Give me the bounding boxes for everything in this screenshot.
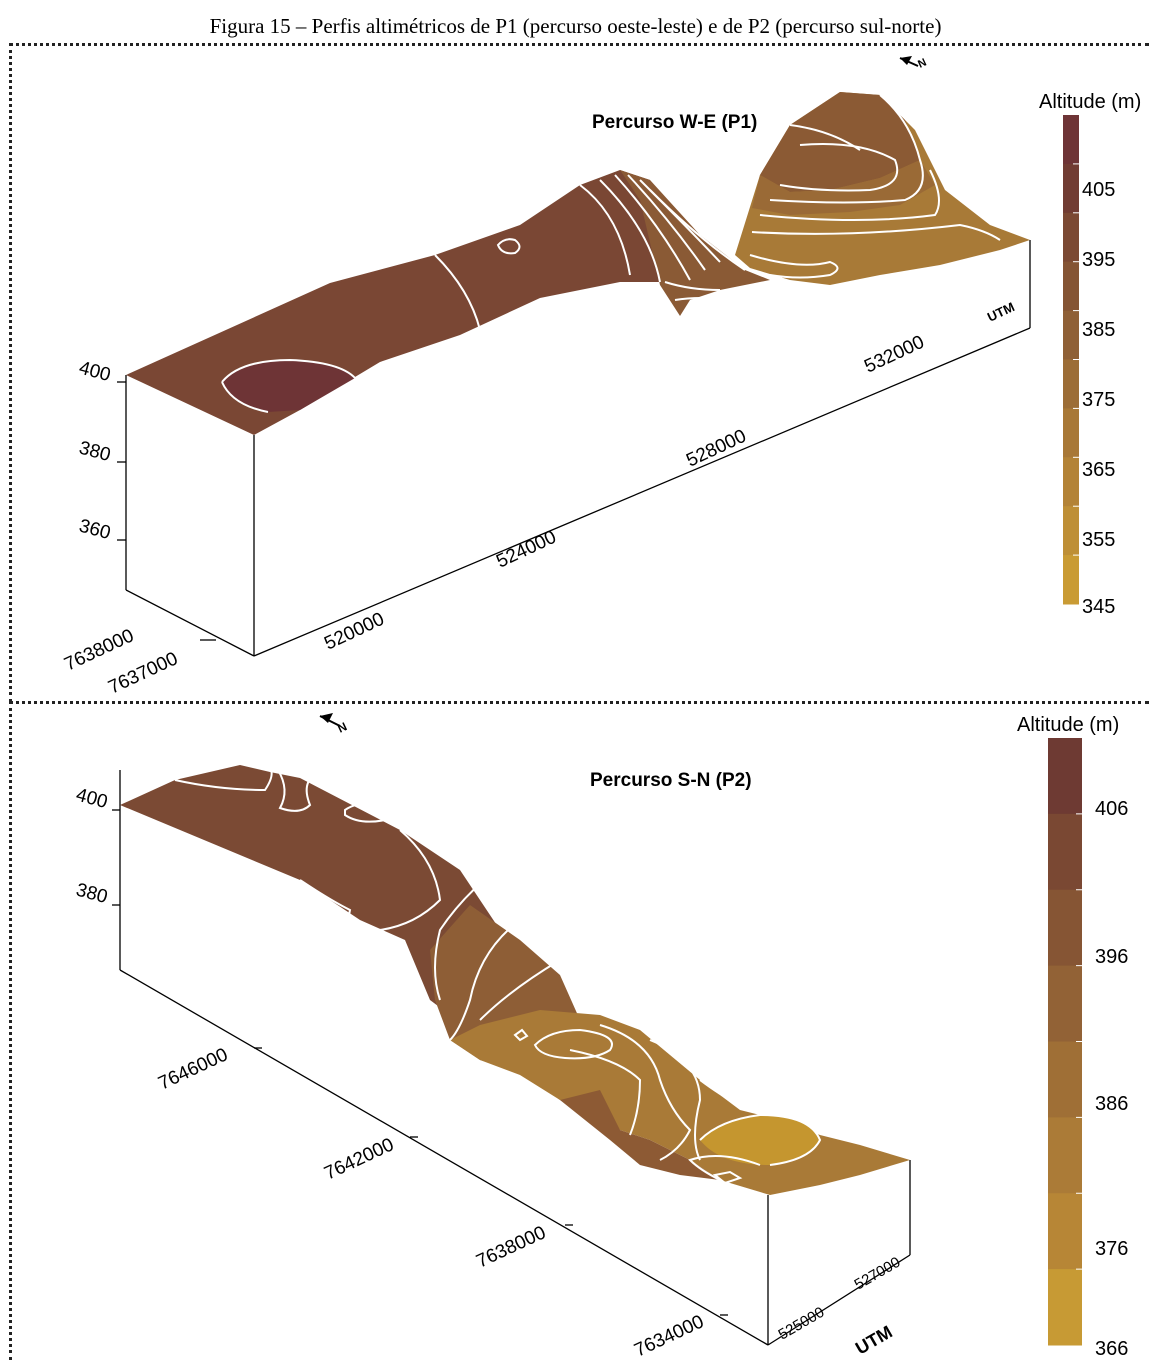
panel-frame-p1	[9, 43, 1149, 702]
p2-y-tick-label: 7638000	[473, 1222, 549, 1272]
p1-legend-swatch	[1063, 115, 1079, 165]
p1-legend-swatches	[1063, 115, 1083, 605]
p1-legend-label: 365	[1082, 459, 1115, 481]
p2-z-axis: 400 380	[74, 785, 120, 908]
p1-north-arrow-icon: N	[899, 56, 929, 71]
p1-legend-swatch	[1063, 555, 1079, 605]
p1-legend-title: Altitude (m)	[1039, 91, 1141, 113]
p1-z-tick-label: 380	[77, 438, 113, 466]
panel-p1: 400 380 360 7638000 7637000 520000 52400…	[61, 56, 1141, 699]
p2-surface-lowpoint	[700, 1115, 820, 1165]
p1-x-tick-label: 528000	[683, 426, 749, 472]
p1-legend-label: 345	[1082, 596, 1115, 618]
p1-dark-depression	[222, 360, 355, 412]
p2-terrain-surface	[120, 765, 910, 1195]
p2-legend-labels: 406 396 386 376 366	[1095, 798, 1128, 1360]
p1-legend-label: 395	[1082, 249, 1115, 271]
p1-utm-label: UTM	[985, 299, 1017, 325]
p1-y-tick-label: 7637000	[105, 648, 181, 698]
p1-legend-swatch	[1063, 457, 1079, 507]
p1-terrain-surface	[126, 92, 1030, 435]
p1-z-tick-label: 400	[77, 358, 113, 386]
p2-contours	[174, 767, 822, 1185]
p2-legend-swatch	[1048, 889, 1082, 967]
p1-title: Percurso W-E (P1)	[592, 112, 757, 133]
p2-legend-swatch	[1048, 738, 1082, 815]
p2-y-tick-label: 7634000	[631, 1311, 707, 1360]
p1-surface-valley	[620, 170, 770, 316]
panel-p2: 400 380 7646000 7642000 7638000 7634000 …	[74, 713, 1128, 1360]
p2-legend-label: 406	[1095, 798, 1128, 820]
p1-legend-swatch	[1063, 506, 1079, 556]
p2-title: Percurso S-N (P2)	[590, 770, 752, 791]
p2-legend-swatch	[1048, 1193, 1082, 1270]
p1-legend-swatch	[1063, 408, 1079, 458]
p1-legend-swatch	[1063, 359, 1079, 409]
p1-x-axis: 520000 524000 528000 532000 UTM	[321, 299, 1017, 654]
p2-legend-swatch	[1048, 965, 1082, 1043]
p2-legend-swatch	[1048, 1041, 1082, 1118]
p2-legend-swatch	[1048, 813, 1082, 891]
p2-legend-label: 386	[1095, 1093, 1128, 1115]
p1-legend-label: 355	[1082, 529, 1115, 551]
p2-legend-swatch	[1048, 1269, 1082, 1346]
p2-y-tick-label: 7646000	[155, 1044, 231, 1094]
p1-contours	[221, 94, 1001, 413]
p2-legend-swatches	[1048, 738, 1086, 1346]
p1-x-tick-label: 532000	[861, 332, 927, 378]
p1-surface-west	[126, 170, 665, 435]
p2-legend-swatch	[1048, 1117, 1082, 1194]
p1-z-axis: 400 380 360	[77, 358, 126, 544]
p2-north-arrow-icon: N	[319, 713, 349, 736]
p1-y-axis: 7638000 7637000	[61, 625, 216, 699]
p2-legend-title: Altitude (m)	[1017, 714, 1119, 736]
p1-legend-swatch	[1063, 310, 1079, 360]
figure-caption: Figura 15 – Perfis altimétricos de P1 (p…	[209, 14, 942, 38]
p2-block-box	[119, 770, 911, 1346]
p1-y-tick-label: 7638000	[61, 625, 137, 675]
p2-z-tick-label: 380	[74, 880, 110, 908]
p2-legend-label: 396	[1095, 946, 1128, 968]
p1-block-box	[125, 240, 1031, 657]
p2-surface-ridge	[560, 1090, 720, 1180]
p2-legend-label: 376	[1095, 1238, 1128, 1260]
p2-x-tick-label: 527000	[852, 1254, 904, 1294]
p2-y-tick-label: 7642000	[321, 1134, 397, 1184]
p1-legend-label: 385	[1082, 319, 1115, 341]
panel-frame-p2	[9, 701, 1149, 1360]
p2-north-label: N	[335, 719, 349, 735]
p2-legend: Altitude (m) 406 396 386 376 366	[1017, 714, 1128, 1360]
p1-legend-labels: 405 395 385 375 365 355 345	[1082, 179, 1115, 618]
p1-legend-swatch	[1063, 261, 1079, 312]
p2-x-axis: 525000 527000 UTM	[776, 1254, 904, 1359]
p1-x-tick-label: 520000	[321, 609, 387, 655]
p1-north-label: N	[916, 56, 928, 70]
p2-x-tick-label: 525000	[776, 1304, 828, 1344]
p2-legend-label: 366	[1095, 1338, 1128, 1360]
p1-legend: Altitude (m) 405 395 385 375 365 355 345	[1039, 91, 1141, 618]
p1-legend-swatch	[1063, 163, 1079, 214]
p1-surface-hilltop	[760, 92, 920, 192]
p2-utm-label: UTM	[852, 1322, 896, 1359]
p1-z-tick-label: 360	[77, 516, 113, 544]
p1-legend-label: 375	[1082, 389, 1115, 411]
p1-legend-swatch	[1063, 212, 1079, 263]
p1-legend-label: 405	[1082, 179, 1115, 201]
p1-x-tick-label: 524000	[493, 527, 559, 573]
p2-z-tick-label: 400	[74, 785, 110, 813]
